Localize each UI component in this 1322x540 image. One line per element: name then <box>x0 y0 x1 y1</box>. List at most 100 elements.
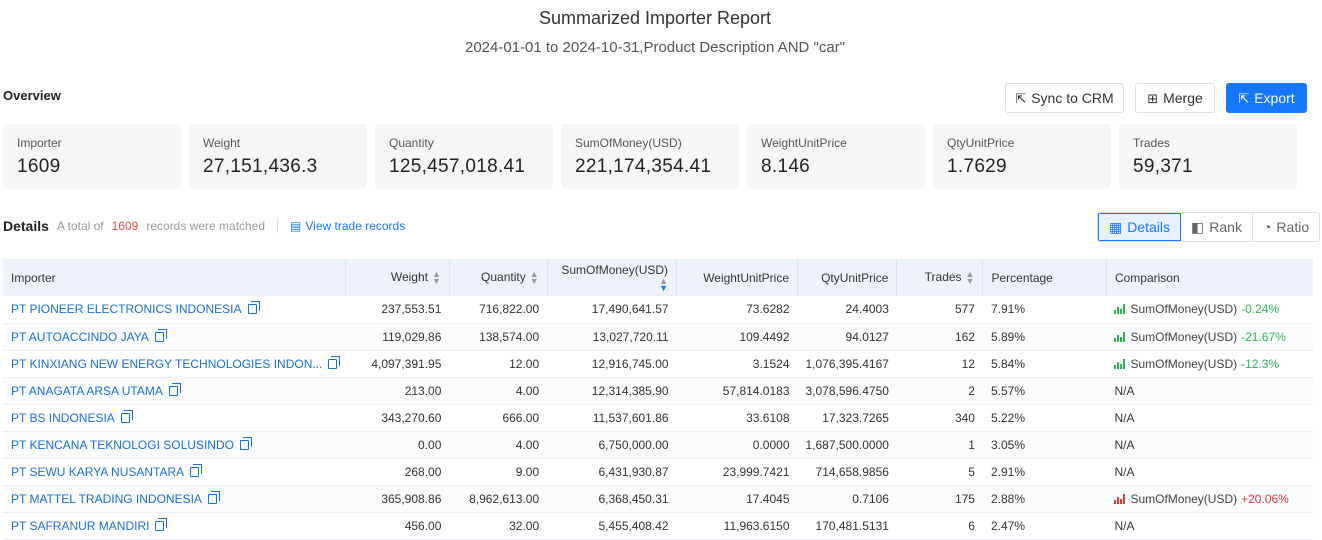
comparison-label: SumOfMoney(USD) <box>1130 356 1238 371</box>
importer-name[interactable]: PT KENCANA TEKNOLOGI SOLUSINDO <box>11 437 234 452</box>
col-weight[interactable]: Weight ▲ ▼ <box>345 259 450 296</box>
comparison-td: N/A <box>1106 377 1313 404</box>
importer-link[interactable]: PT BS INDONESIA <box>11 409 337 425</box>
copy-icon[interactable] <box>168 382 181 396</box>
importer-name[interactable]: PT SAFRANUR MANDIRI <box>11 518 150 533</box>
importer-link[interactable]: PT SAFRANUR MANDIRI <box>11 517 337 533</box>
copy-icon[interactable] <box>247 301 260 315</box>
copy-icon[interactable] <box>155 517 168 531</box>
weight-cell: 237,553.51 <box>381 302 442 317</box>
col-importer: Importer <box>3 259 346 296</box>
quantity-cell: 4.00 <box>515 383 540 398</box>
percentage-cell: 2.47% <box>990 518 1025 533</box>
weight-unit-price-cell: 0.0000 <box>752 437 790 452</box>
card-value: 1.7629 <box>947 156 1007 177</box>
table-row[interactable]: PT KINXIANG NEW ENERGY TECHNOLOGIES INDO… <box>3 350 1313 377</box>
comparison-td: SumOfMoney(USD) -0.24% <box>1106 296 1313 323</box>
sum-cell: 17,490,641.57 <box>591 302 669 317</box>
col-comparison: Comparison <box>1114 270 1180 285</box>
copy-icon[interactable] <box>190 463 203 477</box>
copy-icon[interactable] <box>328 355 341 369</box>
comparison-cell[interactable]: SumOfMoney(USD) -0.24% <box>1114 302 1305 316</box>
card-value: 59,371 <box>1133 156 1193 177</box>
trades-cell: 577 <box>954 302 975 317</box>
qty-unit-price-cell: 3,078,596.4750 <box>805 383 889 398</box>
total-count: 1609 <box>111 219 139 233</box>
trades-cell: 2 <box>968 383 975 398</box>
export-button[interactable]: ⇱ Export <box>1226 83 1307 113</box>
comparison-label: SumOfMoney(USD) <box>1130 329 1238 344</box>
overview-cards: Importer 1609 Weight 27,151,436.3 Quanti… <box>3 124 1297 189</box>
weight-unit-price-cell: 33.6108 <box>746 410 790 425</box>
col-quantity[interactable]: Quantity ▲ ▼ <box>449 259 548 296</box>
importer-name[interactable]: PT ANAGATA ARSA UTAMA <box>11 383 163 398</box>
tab-details-label: Details <box>1127 219 1171 235</box>
sort-icon[interactable]: ▲ ▼ <box>529 268 539 286</box>
importer-name[interactable]: PT AUTOACCINDO JAYA <box>11 329 149 344</box>
quantity-cell: 138,574.00 <box>479 329 540 344</box>
copy-icon[interactable] <box>154 328 167 342</box>
comparison-cell[interactable]: SumOfMoney(USD) -12.3% <box>1114 357 1305 371</box>
external-edit-icon: ⇱ <box>1015 90 1027 106</box>
comparison-td: N/A <box>1106 512 1313 539</box>
table-row[interactable]: PT ANAGATA ARSA UTAMA 213.00 4.00 12,314,38… <box>3 377 1313 404</box>
qty-unit-price-cell: 24.4003 <box>845 302 889 317</box>
sort-icon[interactable]: ▲ ▼ <box>431 268 441 286</box>
tab-rank[interactable]: ◧ Rank <box>1181 213 1253 241</box>
tab-ratio[interactable]: ◔ Ratio <box>1253 213 1319 241</box>
table-row[interactable]: PT SEWU KARYA NUSANTARA 268.00 9.00 6,431,9… <box>3 458 1313 485</box>
importer-name[interactable]: PT BS INDONESIA <box>11 410 115 425</box>
importer-name[interactable]: PT SEWU KARYA NUSANTARA <box>11 464 185 479</box>
comparison-cell[interactable]: SumOfMoney(USD) -21.67% <box>1114 330 1305 344</box>
export-label: Export <box>1254 90 1295 106</box>
quantity-cell: 8,962,613.00 <box>469 491 540 506</box>
importer-name[interactable]: PT KINXIANG NEW ENERGY TECHNOLOGIES INDO… <box>11 356 323 371</box>
card-label: QtyUnitPrice <box>947 136 1015 150</box>
importer-link[interactable]: PT MATTEL TRADING INDONESIA <box>11 490 337 506</box>
importer-link[interactable]: PT SEWU KARYA NUSANTARA <box>11 463 337 479</box>
card-label: WeightUnitPrice <box>761 136 847 150</box>
qty-unit-price-cell: 94.0127 <box>845 329 889 344</box>
table-row[interactable]: PT KENCANA TEKNOLOGI SOLUSINDO 0.00 4.00 6,… <box>3 431 1313 458</box>
qty-unit-price-cell: 1,076,395.4167 <box>805 356 889 371</box>
percentage-cell: 3.05% <box>990 437 1025 452</box>
sort-icon[interactable]: ▲ ▼ <box>965 268 975 286</box>
quantity-cell: 4.00 <box>515 437 540 452</box>
table-row[interactable]: PT MATTEL TRADING INDONESIA 365,908.86 8,9… <box>3 485 1313 512</box>
importer-link[interactable]: PT ANAGATA ARSA UTAMA <box>11 382 337 398</box>
importer-link[interactable]: PT PIONEER ELECTRONICS INDONESIA <box>11 301 337 317</box>
comparison-label: SumOfMoney(USD) <box>1130 302 1238 317</box>
importer-link[interactable]: PT KINXIANG NEW ENERGY TECHNOLOGIES INDO… <box>11 355 341 371</box>
sync-to-crm-button[interactable]: ⇱ Sync to CRM <box>1005 83 1124 113</box>
copy-icon[interactable] <box>120 409 133 423</box>
weight-unit-price-cell: 109.4492 <box>739 329 790 344</box>
merge-button[interactable]: ⊞ Merge <box>1135 83 1215 113</box>
view-trade-records-link[interactable]: ▤ View trade records <box>290 219 405 233</box>
importer-link[interactable]: PT KENCANA TEKNOLOGI SOLUSINDO <box>11 436 337 452</box>
sort-icon[interactable]: ▲ ▼ <box>659 275 669 293</box>
table-row[interactable]: PT SAFRANUR MANDIRI 456.00 32.00 5,455,408.… <box>3 512 1313 539</box>
importer-link[interactable]: PT AUTOACCINDO JAYA <box>11 328 337 344</box>
col-trades[interactable]: Trades ▲ ▼ <box>896 259 984 296</box>
importer-name[interactable]: PT MATTEL TRADING INDONESIA <box>11 491 202 506</box>
copy-icon[interactable] <box>207 490 220 504</box>
card-label: Trades <box>1133 136 1170 150</box>
copy-icon[interactable] <box>239 436 252 450</box>
importer-name[interactable]: PT PIONEER ELECTRONICS INDONESIA <box>11 302 242 317</box>
table-row[interactable]: PT AUTOACCINDO JAYA 119,029.86 138,574.00 1… <box>3 323 1313 350</box>
details-heading: Details <box>3 218 49 234</box>
sum-cell: 6,750,000.00 <box>598 437 669 452</box>
table-row[interactable]: PT PIONEER ELECTRONICS INDONESIA 237,553.… <box>3 296 1313 323</box>
table-row[interactable]: PT BS INDONESIA 343,270.60 666.00 11,537,60… <box>3 404 1313 431</box>
sum-cell: 12,314,385.90 <box>591 383 669 398</box>
tab-details[interactable]: ▦ Details <box>1098 213 1182 241</box>
weight-unit-price-cell: 57,814.0183 <box>722 383 790 398</box>
comparison-na: N/A <box>1114 383 1135 398</box>
col-sum-of-money[interactable]: SumOfMoney(USD)▲ ▼ <box>547 259 678 296</box>
weight-unit-price-cell: 3.1524 <box>752 356 790 371</box>
card-label: Importer <box>17 136 62 150</box>
importer-table: Importer Weight ▲ ▼ Quantity ▲ ▼ SumOfMoney(… <box>3 259 1313 540</box>
comparison-cell[interactable]: SumOfMoney(USD) +20.06% <box>1114 492 1305 506</box>
merge-label: Merge <box>1163 90 1203 106</box>
trades-cell: 1 <box>968 437 975 452</box>
